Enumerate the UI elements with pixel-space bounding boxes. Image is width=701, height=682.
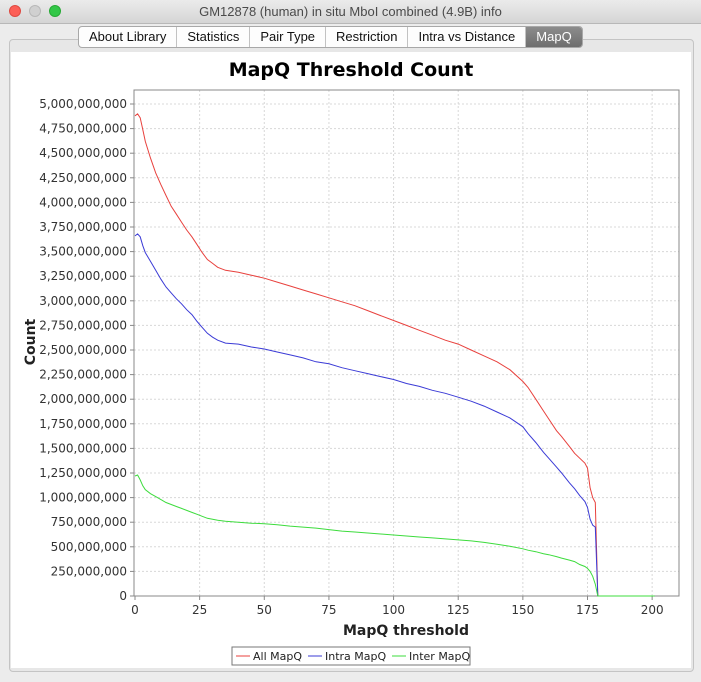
x-tick-label: 150 [511,603,534,617]
y-tick-label: 5,000,000,000 [39,97,127,111]
plot-frame [133,89,680,597]
y-tick-label: 3,250,000,000 [39,269,127,283]
x-tick-label: 50 [257,603,272,617]
y-tick-label: 1,500,000,000 [39,441,127,455]
tab-pair-type[interactable]: Pair Type [250,27,327,47]
window-title: GM12878 (human) in situ MboI combined (4… [199,4,502,19]
chart-area: MapQ Threshold Count 0 250,000,000 500,000… [11,52,691,668]
y-tick-label: 2,000,000,000 [39,392,127,406]
x-tick-label: 75 [321,603,336,617]
y-tick-label: 2,500,000,000 [39,343,127,357]
minimize-window-button[interactable] [29,5,41,17]
title-bar: GM12878 (human) in situ MboI combined (4… [0,0,701,24]
tab-bar: About Library Statistics Pair Type Restr… [78,26,583,48]
chart-title: MapQ Threshold Count [229,59,474,81]
y-tick-label: 2,750,000,000 [39,318,127,332]
legend-item-label: Inter MapQ [409,650,471,663]
series-line [134,474,655,597]
close-window-button[interactable] [9,5,21,17]
grid-lines [134,90,679,596]
series-line [134,113,655,597]
mapq-chart: MapQ Threshold Count 0 250,000,000 500,000… [23,59,680,666]
y-tick-label: 250,000,000 [51,564,127,578]
tab-about-library[interactable]: About Library [79,27,178,47]
y-tick-label: 4,250,000,000 [39,171,127,185]
y-tick-label: 1,000,000,000 [39,491,127,505]
tab-mapq[interactable]: MapQ [526,27,582,47]
y-tick-label: 4,000,000,000 [39,195,127,209]
y-tick-label: 0 [119,589,127,603]
y-tick-label: 4,750,000,000 [39,122,127,136]
x-tick-label: 125 [447,603,470,617]
y-tick-label: 3,500,000,000 [39,245,127,259]
y-axis-label: Count [23,318,39,365]
y-tick-label: 500,000,000 [51,540,127,554]
y-tick-label: 2,250,000,000 [39,368,127,382]
legend-item-label: All MapQ [253,650,302,663]
x-tick-label: 0 [131,603,139,617]
x-axis-label: MapQ threshold [343,623,469,639]
legend-item-label: Intra MapQ [325,650,387,663]
y-tick-label: 3,750,000,000 [39,220,127,234]
y-tick-label: 1,250,000,000 [39,466,127,480]
legend-box [231,646,471,666]
y-axis-ticks: 0 250,000,000 500,000,000 750,000,000 1,000,… [39,97,134,603]
y-tick-label: 750,000,000 [51,515,127,529]
x-axis-ticks: 0 25 50 75 100 125 150 175 200 [131,596,664,617]
tab-intra-vs-distance[interactable]: Intra vs Distance [408,27,527,47]
y-tick-label: 1,750,000,000 [39,417,127,431]
tab-restriction[interactable]: Restriction [326,27,409,47]
series-lines [134,113,655,597]
y-tick-label: 3,000,000,000 [39,294,127,308]
y-tick-label: 4,500,000,000 [39,146,127,160]
legend: All MapQ Intra MapQ Inter MapQ [231,646,471,666]
zoom-window-button[interactable] [49,5,61,17]
x-tick-label: 25 [192,603,207,617]
series-line [134,233,655,597]
x-tick-label: 100 [382,603,405,617]
x-tick-label: 200 [641,603,664,617]
x-tick-label: 175 [576,603,599,617]
tab-statistics[interactable]: Statistics [177,27,251,47]
